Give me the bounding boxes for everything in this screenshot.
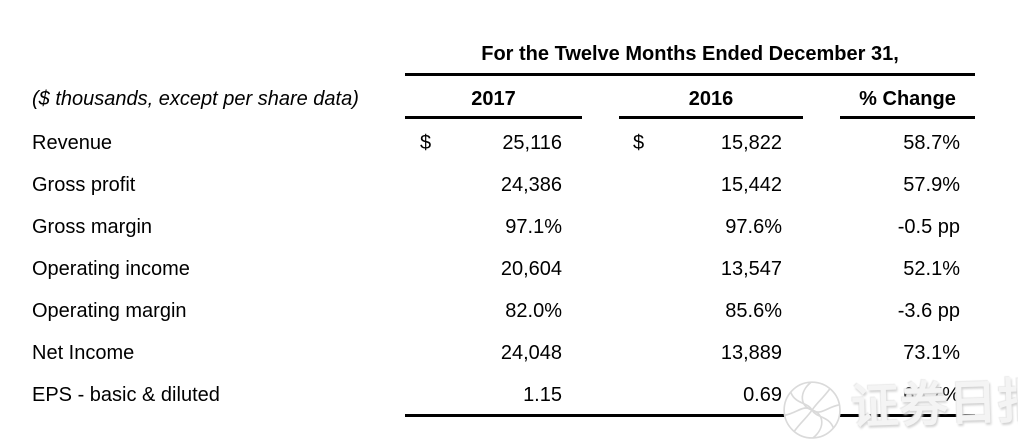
- underline-percent-change: [840, 116, 975, 119]
- currency-symbol: $: [420, 132, 432, 154]
- table-row: Gross profit 24,386 15,442 57.9%: [0, 164, 1018, 206]
- value-2017: 24,048: [500, 342, 562, 364]
- period-header: For the Twelve Months Ended December 31,: [481, 43, 899, 65]
- value-2017: 97.1%: [505, 216, 562, 238]
- underline-2016: [619, 116, 803, 119]
- value-2016: 15,442: [720, 174, 782, 196]
- row-label: Gross profit: [32, 174, 136, 196]
- value-2016: 97.6%: [725, 216, 782, 238]
- value-percent-change: 58.7%: [903, 132, 960, 154]
- table-row: Revenue $25,116 $15,822 58.7%: [0, 122, 1018, 164]
- value-percent-change: 66.7%: [903, 384, 960, 406]
- value-2017: 20,604: [500, 258, 562, 280]
- column-header-percent-change: % Change: [859, 88, 956, 110]
- value-percent-change: -3.6 pp: [897, 300, 960, 322]
- header-top-rule: [405, 73, 975, 76]
- value-2016: 13,547: [720, 258, 782, 280]
- column-header-2017: 2017: [471, 88, 516, 110]
- currency-symbol: $: [633, 132, 645, 154]
- row-label: Gross margin: [32, 216, 153, 238]
- value-percent-change: 52.1%: [903, 258, 960, 280]
- row-label: Operating margin: [32, 300, 187, 322]
- table-row: EPS - basic & diluted 1.15 0.69 66.7%: [0, 374, 1018, 416]
- row-label: Revenue: [32, 132, 113, 154]
- value-percent-change: -0.5 pp: [897, 216, 960, 238]
- table-row: Net Income 24,048 13,889 73.1%: [0, 332, 1018, 374]
- value-2017: 1.15: [523, 384, 562, 406]
- row-label: EPS - basic & diluted: [32, 384, 220, 406]
- value-2017: 24,386: [500, 174, 562, 196]
- value-percent-change: 73.1%: [903, 342, 960, 364]
- table-row: Operating margin 82.0% 85.6% -3.6 pp: [0, 290, 1018, 332]
- value-2016: 13,889: [720, 342, 782, 364]
- table-row: Operating income 20,604 13,547 52.1%: [0, 248, 1018, 290]
- row-label: Net Income: [32, 342, 135, 364]
- table-bottom-rule: [405, 414, 975, 417]
- value-2017: $25,116: [405, 122, 582, 164]
- value-2016: $15,822: [619, 122, 803, 164]
- row-label: Operating income: [32, 258, 190, 280]
- underline-2017: [405, 116, 582, 119]
- table-row: Gross margin 97.1% 97.6% -0.5 pp: [0, 206, 1018, 248]
- column-header-2016: 2016: [688, 88, 734, 110]
- value-percent-change: 57.9%: [903, 174, 960, 196]
- value-2017: 82.0%: [505, 300, 562, 322]
- value-2016: 85.6%: [725, 300, 782, 322]
- value-2016: 0.69: [743, 384, 782, 406]
- unit-note: ($ thousands, except per share data): [32, 88, 359, 110]
